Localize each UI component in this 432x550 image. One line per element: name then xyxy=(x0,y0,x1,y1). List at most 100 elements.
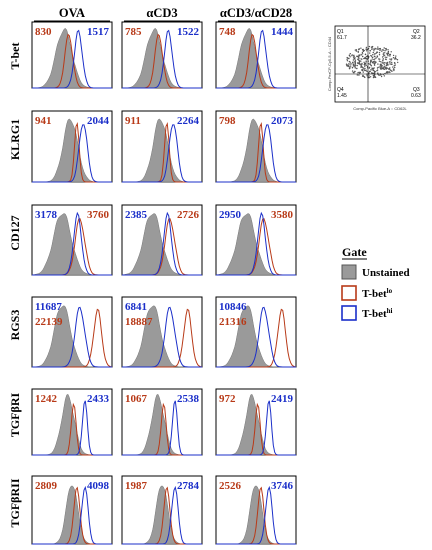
scatter-dot xyxy=(369,63,371,65)
scatter-dot xyxy=(380,75,383,78)
scatter-dot xyxy=(389,58,391,60)
scatter-dot xyxy=(360,53,362,56)
scatter-dot xyxy=(374,76,377,79)
scatter-dot xyxy=(383,55,385,57)
scatter-dot xyxy=(368,45,371,48)
scatter-dot xyxy=(356,64,358,67)
tbet-hi-histogram xyxy=(32,400,112,456)
histogram-panel: 830 1517 xyxy=(31,21,113,89)
scatter-dot xyxy=(387,50,390,53)
row-labels: T-bet KLRG1 CD127 RGS3 TGFβRI TGFβRII xyxy=(8,43,22,528)
histogram-panels: 830 1517 785 1522 748 1444 941 2044 911 2264 798 20… xyxy=(31,21,297,545)
scatter-dot xyxy=(394,64,396,66)
scatter-dot xyxy=(361,55,364,58)
mfi-tbet-lo: 748 xyxy=(219,26,236,38)
scatter-dot xyxy=(392,54,395,57)
scatter-dot xyxy=(368,67,370,69)
mfi-tbet-lo: 2726 xyxy=(177,209,200,221)
mfi-tbet-lo: 830 xyxy=(35,26,52,38)
tbet-hi-histogram xyxy=(216,306,296,368)
mfi-tbet-lo: 1067 xyxy=(125,393,148,405)
scatter-inset: Q1 61.7 Q2 36.2 Q3 0.63 Q4 1.45 Comp-Pac… xyxy=(327,25,426,111)
scatter-dot xyxy=(348,54,351,56)
scatter-dot xyxy=(354,65,356,68)
mfi-tbet-hi: 2073 xyxy=(271,115,294,127)
scatter-dot xyxy=(354,63,356,65)
mfi-tbet-lo: 798 xyxy=(219,115,236,127)
scatter-dot xyxy=(345,63,348,65)
scatter-dot xyxy=(374,57,376,59)
tbet-hi-histogram xyxy=(122,400,202,456)
scatter-dot xyxy=(378,60,381,62)
q1-name: Q1 xyxy=(337,29,344,35)
histogram-panel: 2526 3746 xyxy=(215,475,297,545)
scatter-dot xyxy=(382,58,384,60)
mfi-tbet-lo: 18887 xyxy=(125,316,153,328)
histogram-panel: 972 2419 xyxy=(215,388,297,456)
scatter-dot xyxy=(379,58,381,60)
scatter-dot xyxy=(361,49,364,51)
histogram-panel: 911 2264 xyxy=(121,110,203,183)
scatter-dot xyxy=(354,64,357,66)
histogram-panel: 1242 2433 xyxy=(31,388,113,456)
mfi-tbet-hi: 2419 xyxy=(271,393,294,405)
scatter-dot xyxy=(386,62,388,65)
mfi-tbet-hi: 1522 xyxy=(177,26,200,38)
legend-label-tbet-lo: T-betlo xyxy=(362,287,393,300)
column-headers: OVA αCD3 αCD3/αCD28 xyxy=(34,6,294,22)
scatter-dot xyxy=(353,58,356,60)
scatter-dot xyxy=(349,63,351,65)
scatter-dot xyxy=(352,61,354,63)
scatter-dot xyxy=(392,68,395,70)
scatter-dot xyxy=(362,50,365,53)
scatter-dot xyxy=(352,59,355,61)
scatter-dot xyxy=(360,60,362,62)
tbet-hi-histogram xyxy=(122,306,202,368)
mfi-tbet-hi: 2044 xyxy=(87,115,110,127)
scatter-dot xyxy=(364,76,366,79)
scatter-dot xyxy=(365,63,367,65)
histogram-panel: 748 1444 xyxy=(215,21,297,89)
scatter-dot xyxy=(396,59,399,61)
scatter-dot xyxy=(376,70,378,72)
scatter-dot xyxy=(352,63,354,65)
scatter-dot xyxy=(368,70,371,73)
mfi-tbet-lo: 1242 xyxy=(35,393,58,405)
scatter-dot xyxy=(371,45,374,48)
scatter-dot xyxy=(390,51,392,53)
scatter-dot xyxy=(363,69,366,71)
mfi-tbet-hi: 2433 xyxy=(87,393,110,405)
scatter-dot xyxy=(353,55,355,57)
scatter-dot xyxy=(393,69,395,72)
tbet-hi-histogram xyxy=(216,211,296,276)
histogram-panel: 798 2073 xyxy=(215,110,297,183)
mfi-tbet-hi: 3178 xyxy=(35,209,58,221)
scatter-dot xyxy=(353,65,355,67)
scatter-dot xyxy=(388,71,391,73)
scatter-dot xyxy=(393,65,395,67)
mfi-tbet-hi: 2784 xyxy=(177,480,200,492)
scatter-dot xyxy=(356,67,358,70)
scatter-dot xyxy=(381,49,383,51)
histogram-panel: 2809 4098 xyxy=(31,475,113,545)
scatter-dot xyxy=(358,74,360,76)
scatter-dot xyxy=(365,60,367,62)
row-label: KLRG1 xyxy=(8,119,22,160)
scatter-dot xyxy=(357,62,359,65)
scatter-dot xyxy=(378,52,381,54)
mfi-tbet-hi: 2385 xyxy=(125,209,148,221)
histogram-panel: 785 1522 xyxy=(121,21,203,89)
scatter-dot xyxy=(358,48,360,51)
scatter-dots xyxy=(345,45,399,79)
scatter-dot xyxy=(366,58,368,60)
scatter-dot xyxy=(374,55,376,58)
scatter-dot xyxy=(353,72,355,74)
scatter-dot xyxy=(379,63,382,65)
tbet-hi-histogram xyxy=(32,485,112,545)
scatter-dot xyxy=(371,67,373,69)
scatter-dot xyxy=(383,64,385,66)
scatter-dot xyxy=(354,67,357,69)
scatter-dot xyxy=(376,67,379,69)
mfi-tbet-hi: 10846 xyxy=(219,301,247,313)
legend-swatch-unstained xyxy=(341,264,357,280)
